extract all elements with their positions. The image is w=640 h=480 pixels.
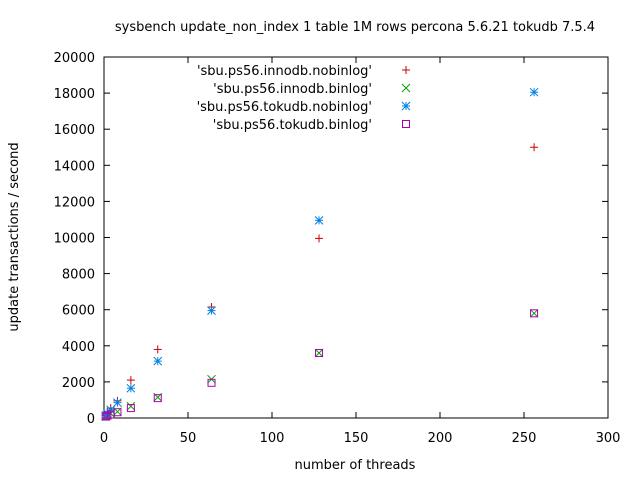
- series-2: [101, 308, 539, 421]
- data-point: [126, 376, 135, 385]
- data-point: [126, 383, 136, 393]
- series-3: [101, 87, 539, 420]
- y-tick-label: 16000: [54, 123, 95, 138]
- series-1: [101, 143, 539, 420]
- data-point: [529, 308, 539, 318]
- data-point: [530, 309, 539, 318]
- y-tick-label: 20000: [54, 51, 95, 66]
- y-tick-label: 12000: [54, 195, 95, 210]
- x-tick-label: 100: [260, 431, 285, 446]
- legend-label: 'sbu.ps56.tokudb.nobinlog': [197, 100, 372, 115]
- data-point: [207, 306, 216, 315]
- data-point: [126, 401, 136, 411]
- legend-label: 'sbu.ps56.innodb.nobinlog': [197, 64, 372, 79]
- data-point: [153, 345, 162, 354]
- y-axis: 0 2000 4000 6000 8000 10000 12000 14000 16000 180…: [54, 51, 608, 427]
- data-point: [529, 87, 539, 97]
- x-tick-label: 250: [512, 431, 537, 446]
- legend: 'sbu.ps56.innodb.nobinlog' 'sbu.ps56.inno…: [197, 64, 411, 133]
- data-point: [113, 408, 122, 417]
- y-axis-label: update transactions / second: [7, 142, 22, 331]
- data-points: [101, 87, 539, 421]
- data-point: [207, 378, 216, 387]
- y-tick-label: 2000: [62, 376, 95, 391]
- y-tick-label: 18000: [54, 87, 95, 102]
- chart-title: sysbench update_non_index 1 table 1M row…: [115, 20, 595, 35]
- data-point: [153, 356, 163, 366]
- data-point: [530, 143, 539, 152]
- x-tick-label: 200: [428, 431, 453, 446]
- legend-marker: [401, 101, 411, 111]
- data-point: [315, 234, 324, 243]
- data-point: [101, 412, 110, 421]
- x-tick-label: 300: [596, 431, 621, 446]
- y-tick-label: 10000: [54, 232, 95, 247]
- data-point: [314, 215, 324, 225]
- legend-marker: [402, 120, 410, 128]
- data-point: [126, 404, 135, 413]
- legend-label: 'sbu.ps56.innodb.binlog': [213, 82, 372, 97]
- x-tick-label: 150: [344, 431, 369, 446]
- data-point: [113, 398, 122, 408]
- x-axis: 0 50 100 150 200 250 300: [100, 57, 621, 446]
- data-point: [315, 349, 324, 358]
- legend-marker: [401, 83, 411, 93]
- y-tick-label: 4000: [62, 340, 95, 355]
- x-axis-label: number of threads: [295, 458, 416, 473]
- series-4: [101, 309, 539, 421]
- y-tick-label: 14000: [54, 159, 95, 174]
- x-tick-label: 0: [100, 431, 108, 446]
- y-tick-label: 0: [87, 412, 95, 427]
- data-point: [153, 394, 162, 403]
- y-tick-label: 6000: [62, 304, 95, 319]
- y-tick-label: 8000: [62, 268, 95, 283]
- x-tick-label: 50: [180, 431, 197, 446]
- legend-marker: [402, 66, 410, 74]
- legend-label: 'sbu.ps56.tokudb.binlog': [213, 118, 372, 133]
- data-point: [314, 348, 324, 358]
